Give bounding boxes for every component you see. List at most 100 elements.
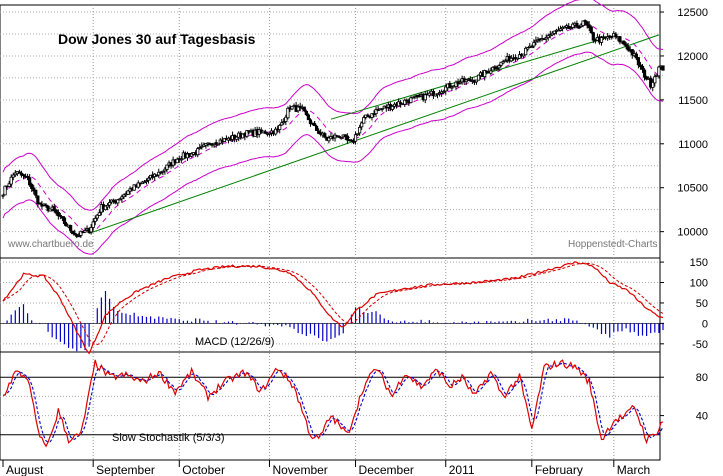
candle-body — [464, 79, 468, 83]
month-label: September — [96, 463, 155, 476]
candle-body — [163, 168, 167, 172]
candle-body — [526, 47, 530, 50]
panel-frames — [0, 4, 661, 461]
stochastic-panel-frame — [0, 351, 661, 461]
stochastic-tick-label: 40 — [696, 411, 708, 423]
candle-body — [69, 225, 73, 231]
candle-body — [642, 69, 647, 78]
candle-body — [308, 119, 313, 125]
grid-lines — [0, 5, 660, 460]
candle-body — [626, 46, 630, 51]
candle-body — [58, 215, 62, 217]
macd-tick-label: 50 — [696, 298, 708, 310]
candle-body — [517, 54, 522, 59]
candle-body — [657, 66, 661, 77]
candle-body — [530, 46, 534, 49]
watermark-left: www.chartbuero.de — [7, 239, 94, 250]
candle-body — [306, 114, 311, 121]
candle-body — [495, 67, 499, 70]
candle-body — [599, 37, 604, 43]
candle-body — [274, 128, 278, 135]
candle-body — [524, 47, 528, 56]
candle-body — [618, 36, 622, 43]
candle-body — [358, 127, 362, 134]
month-label: August — [6, 463, 44, 476]
candle-body — [362, 117, 366, 124]
candle-body — [575, 22, 579, 27]
candle-body — [497, 65, 501, 69]
macd-line — [2, 261, 664, 355]
candle-body — [93, 218, 97, 222]
envelope-bands — [2, 0, 664, 255]
candle-body — [179, 158, 183, 161]
macd-tick-label: 100 — [690, 278, 708, 290]
candle-body — [235, 136, 239, 140]
candle-body — [56, 211, 60, 217]
trend-lines — [88, 34, 660, 234]
candle-body — [380, 107, 384, 110]
candle-body — [417, 95, 421, 98]
candle-body — [444, 86, 448, 92]
candle-body — [610, 36, 614, 38]
candle-body — [317, 130, 321, 134]
candle-body — [120, 196, 124, 200]
candle-body — [155, 174, 159, 177]
candle-body — [122, 194, 126, 198]
trend-line — [88, 34, 660, 234]
macd-panel — [0, 261, 664, 355]
candle-body — [89, 227, 93, 233]
candle-body — [651, 81, 655, 88]
candle-body — [591, 32, 595, 41]
stochastic-d-line — [2, 362, 664, 443]
macd-tick-label: 0 — [702, 318, 708, 330]
candle-body — [38, 202, 42, 205]
candle-body — [245, 130, 249, 137]
candle-body — [21, 174, 26, 177]
candle-body — [550, 32, 554, 36]
candle-body — [483, 70, 487, 78]
macd-tick-label: -50 — [692, 339, 708, 351]
candle-body — [36, 195, 40, 205]
candle-body — [345, 135, 349, 141]
candle-body — [189, 153, 194, 157]
candle-body — [103, 205, 108, 211]
candle-body — [476, 74, 481, 81]
month-label: October — [182, 463, 225, 476]
candle-body — [136, 182, 140, 188]
candle-body — [433, 93, 438, 97]
candle-body — [28, 177, 32, 186]
candle-body — [450, 86, 454, 89]
candle-body — [544, 37, 548, 40]
candle-body — [552, 30, 556, 34]
candle-body — [585, 21, 589, 26]
candle-body — [558, 28, 563, 31]
candle-body — [448, 82, 452, 89]
candle-body — [73, 232, 77, 236]
candle-body — [132, 184, 136, 191]
candle-body — [636, 57, 641, 66]
candle-body — [25, 176, 30, 178]
candle-body — [454, 81, 458, 88]
candle-body — [3, 185, 7, 196]
candle-body — [571, 23, 575, 28]
candle-body — [95, 214, 99, 219]
candle-body — [146, 177, 151, 181]
candle-body — [634, 53, 638, 59]
candle-body — [532, 42, 536, 47]
price-tick-label: 11000 — [678, 139, 708, 151]
upper-band — [2, 0, 664, 211]
candle-body — [107, 202, 112, 206]
stochastic-label: Slow Stochastik (5/3/3) — [112, 432, 225, 444]
candle-body — [83, 230, 87, 233]
stochastic-panel — [0, 359, 664, 448]
month-label: March — [617, 463, 650, 476]
candle-body — [587, 24, 591, 29]
candle-body — [19, 172, 24, 176]
candle-body — [536, 39, 540, 42]
candle-body — [327, 137, 331, 142]
candle-body — [263, 131, 267, 134]
candle-body — [71, 230, 75, 235]
candle-body — [30, 183, 34, 189]
price-tick-label: 12500 — [677, 7, 708, 19]
